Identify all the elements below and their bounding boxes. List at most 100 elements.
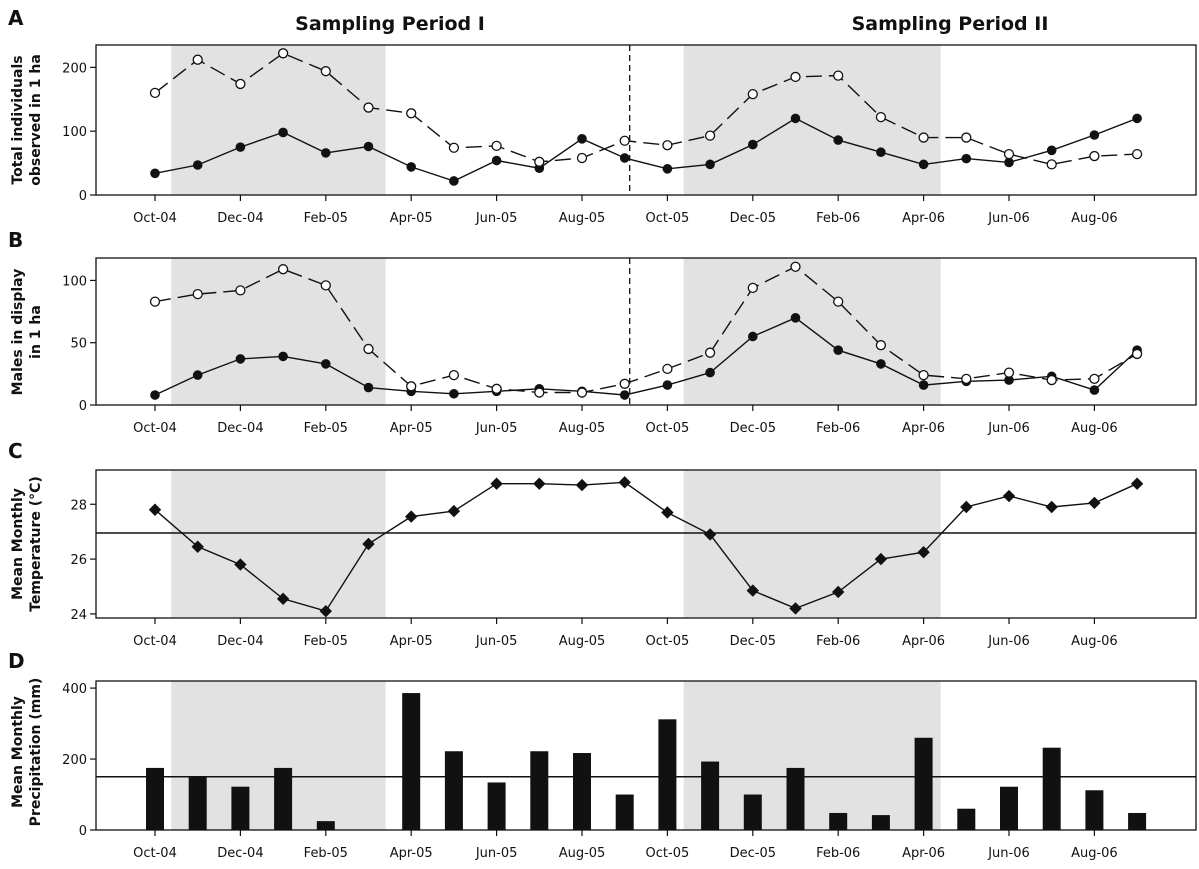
panel-a-filled-point [1046, 145, 1057, 156]
panel-d-bar [231, 786, 250, 830]
panel-b-xtick-label: Aug-06 [1071, 421, 1118, 436]
panel-c-diamond-point [191, 540, 204, 553]
panel-a-letter: A [8, 6, 24, 30]
panel-a-open-point [576, 152, 588, 164]
panel-a-open-point [1046, 159, 1057, 170]
panel-b-filled-point [833, 345, 843, 355]
period-title-1: Sampling Period I [295, 13, 485, 35]
panel-b-open-point [875, 340, 887, 351]
panel-b-open-point [833, 296, 844, 307]
panel-c-diamond-point [405, 510, 418, 523]
panel-c-ytick-label: 24 [70, 608, 87, 623]
panel-c-diamond-point [1088, 496, 1101, 510]
panel-b-shaded-period-1 [171, 258, 386, 405]
panel-b-filled-point [619, 390, 630, 400]
panel-a-filled-point [491, 155, 502, 166]
panel-d-bar [829, 812, 848, 830]
panel-c-xtick-label: Jun-06 [987, 634, 1030, 649]
panel-b-filled-point [790, 312, 801, 323]
panel-d-bar [530, 751, 549, 830]
panel-c-diamond-point [575, 478, 589, 492]
panel-d-bar [1085, 790, 1104, 830]
panel-d-bar [658, 719, 677, 830]
panel-c-diamond-point [874, 552, 888, 566]
panel-c-diamond-point [789, 602, 802, 615]
panel-a-filled-point [235, 142, 246, 152]
panel-d-letter: D [8, 649, 25, 673]
panel-d-bar [701, 761, 720, 830]
panel-a-open-series-line [154, 52, 1138, 166]
panel-a-open-point [875, 111, 887, 123]
panel-d-bar [274, 767, 293, 830]
panel-d-xtick-label: Jun-06 [987, 846, 1030, 861]
panel-b-open-point [704, 347, 716, 358]
panel-b-open-point [790, 261, 801, 272]
panel-b-filled-point [705, 367, 715, 378]
panel-b-filled-point [748, 331, 758, 342]
panel-b-open-point [662, 363, 673, 375]
panel-d-bar [573, 753, 591, 830]
panel-d-bar [146, 767, 164, 830]
panel-a-filled-point [705, 159, 715, 170]
panel-c-diamond-point [319, 604, 332, 618]
panel-a-xtick-label: Jun-05 [475, 211, 518, 226]
panel-b-open-point [534, 387, 545, 398]
panel-b-filled-point [449, 388, 459, 399]
panel-a-filled-point [192, 160, 203, 170]
panel-a-open-point [833, 70, 844, 81]
panel-a-shaded-period-2 [683, 45, 941, 195]
panel-a-filled-point [321, 148, 331, 158]
panel-b-open-point [192, 288, 203, 300]
panel-a-xtick-label: Dec-05 [730, 211, 776, 226]
panel-d-bar [615, 794, 634, 830]
panel-a-open-point [448, 142, 460, 153]
panel-b-open-series-line [154, 265, 1138, 394]
panel-d-ytick-label: 400 [62, 682, 87, 697]
panel-b-filled-point [1089, 385, 1100, 395]
panel-a-open-point [918, 132, 929, 143]
panel-a-xtick-label: Oct-04 [133, 211, 177, 226]
panel-d-bar [1042, 747, 1061, 830]
panel-c-diamond-point [490, 477, 503, 490]
panel-c-ytick-label: 26 [70, 553, 87, 568]
panel-b-filled-point [278, 351, 288, 362]
panel-a-open-point [704, 130, 716, 141]
panel-b-ytick-label: 0 [79, 399, 87, 414]
panel-d-bar [871, 815, 890, 830]
panel-a-xtick-label: Apr-05 [390, 211, 433, 226]
panel-a-shaded-period-1 [171, 45, 386, 195]
panel-a-open-point [491, 140, 502, 152]
panel-b-xtick-label: Dec-04 [217, 421, 263, 436]
panel-b-open-point [491, 383, 502, 394]
panel-b-open-point [1046, 374, 1057, 386]
panel-b-xtick-label: Jun-05 [475, 421, 518, 436]
panel-d-bar [188, 776, 207, 830]
panel-b-open-point [320, 280, 331, 291]
panel-d-bar [402, 693, 421, 830]
panel-a-open-point [1089, 150, 1100, 162]
panel-a-open-point [320, 66, 331, 77]
panel-a-filled-series-line [154, 117, 1138, 182]
panel-a-open-point [961, 132, 972, 143]
panel-c-xtick-label: Apr-05 [390, 634, 433, 649]
panel-a-xtick-label: Jun-06 [987, 211, 1030, 226]
panel-c-diamond-point [1002, 489, 1016, 503]
panel-a-ytick-label: 0 [79, 189, 87, 204]
panel-d-xtick-label: Oct-05 [646, 846, 690, 861]
panel-b-xtick-label: Apr-05 [390, 421, 433, 436]
panel-a-xtick-label: Aug-05 [559, 211, 606, 226]
panel-d-xtick-label: Feb-05 [304, 846, 348, 861]
panel-a-ytick-label: 200 [62, 61, 87, 76]
panel-a-open-point [363, 102, 374, 113]
panel-d-xtick-label: Dec-04 [217, 846, 263, 861]
panel-d-ylabel-line-1: Mean Monthly [10, 696, 26, 808]
panel-c-xtick-label: Dec-04 [217, 634, 263, 649]
panel-c-xtick-label: Dec-05 [730, 634, 776, 649]
panel-b-open-point [747, 282, 758, 294]
panel-b-open-point [149, 296, 161, 307]
panel-d-bar [316, 821, 335, 830]
panel-d-xtick-label: Feb-06 [816, 846, 860, 861]
panel-d-bar [914, 737, 933, 830]
panel-c-diamond-point [917, 546, 930, 559]
